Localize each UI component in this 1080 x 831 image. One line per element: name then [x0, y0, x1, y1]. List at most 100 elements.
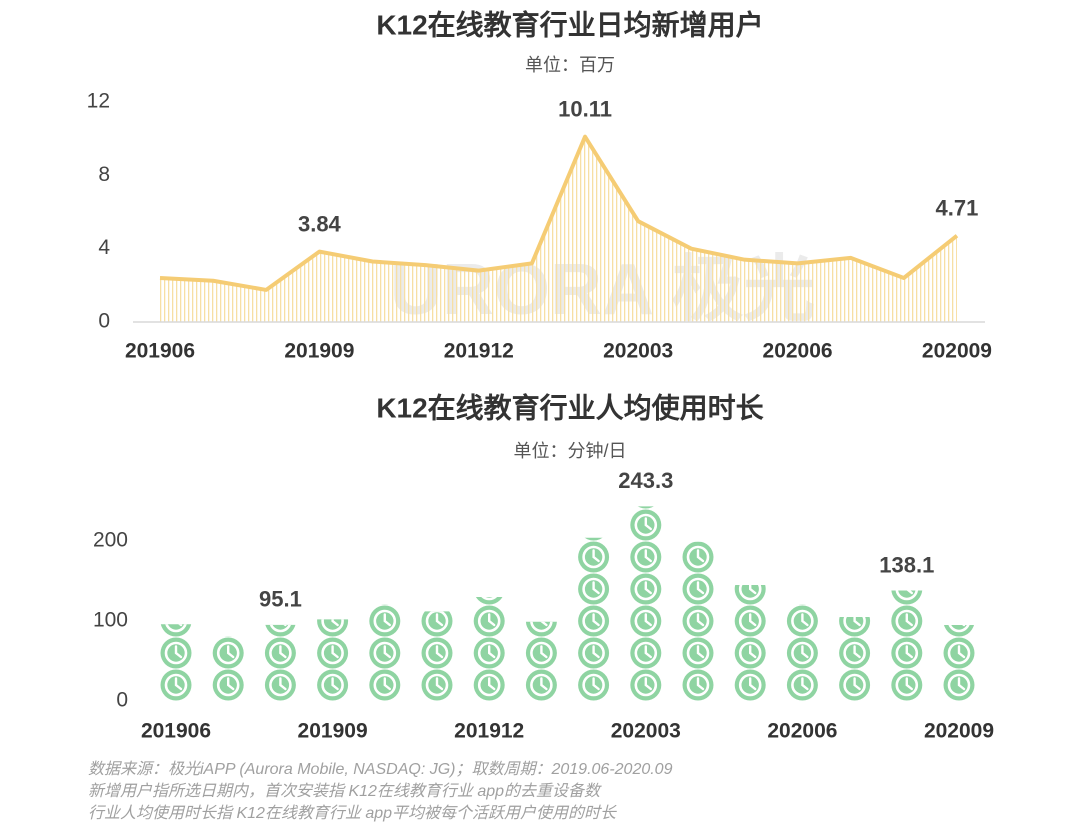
bar [421, 611, 453, 701]
clock-face [582, 641, 605, 665]
x-tick-label: 202003 [611, 720, 681, 743]
y-tick-label: 0 [116, 689, 128, 712]
clock-face [634, 673, 658, 697]
chart-subtitle: 单位：分钟/日 [513, 441, 626, 461]
data-label: 3.84 [298, 211, 342, 236]
x-tick-label: 201906 [141, 720, 211, 743]
clock-hands [592, 581, 600, 595]
clock-hands [801, 645, 809, 659]
clock-hands [592, 677, 600, 691]
clock-face [948, 625, 970, 633]
y-tick-label: 12 [87, 90, 110, 113]
data-label: 95.1 [259, 587, 302, 612]
clock-hands [488, 645, 496, 659]
clock-face [269, 673, 292, 697]
clock-hands [644, 581, 652, 595]
clock-hands [696, 645, 705, 659]
clock-hands [435, 677, 444, 691]
clock-hands [489, 583, 494, 594]
clock-face [164, 673, 188, 697]
clock-face [895, 673, 919, 697]
clock-face [582, 545, 605, 569]
clock-hands [905, 613, 913, 627]
clock-hands [644, 549, 652, 563]
clock-face [373, 673, 397, 697]
clock-face [530, 641, 553, 665]
clock-face [843, 641, 866, 665]
clock-face [843, 673, 866, 697]
clock-face [582, 673, 605, 697]
clock-face [164, 641, 188, 665]
clock-face [634, 641, 658, 665]
clock-face [530, 673, 553, 697]
y-tick-label: 0 [98, 310, 110, 333]
clock [584, 537, 603, 541]
x-tick-label: 202006 [763, 340, 833, 363]
clock-hands [383, 677, 391, 691]
clock-hands [905, 645, 913, 659]
clock-face [269, 624, 291, 633]
clock-hands [644, 517, 652, 531]
clock-hands [905, 677, 913, 691]
line [159, 134, 959, 292]
clock-hands [540, 677, 548, 691]
clock-face [477, 673, 501, 697]
x-tick-label: 202003 [603, 340, 673, 363]
clock-face [634, 609, 658, 633]
clock-hands [962, 625, 966, 627]
clock-face [791, 673, 814, 697]
bar [160, 624, 192, 701]
footnote: 行业人均使用时长指 K12在线教育行业 app平均被每个活跃用户使用的时长 [88, 804, 617, 822]
clock-hands [696, 677, 705, 691]
clock-face [373, 641, 397, 665]
clock-hands [696, 581, 705, 595]
x-tick-label: 202006 [767, 720, 837, 743]
clock-face [321, 641, 344, 665]
data-label: 138.1 [879, 552, 934, 577]
clock-hands [228, 615, 233, 626]
clock [839, 617, 871, 637]
y-tick-label: 8 [98, 163, 110, 186]
bar [317, 619, 349, 701]
clock-face [218, 611, 238, 631]
clock-face [584, 515, 604, 535]
clock-face [738, 641, 762, 665]
clock-hands [801, 613, 809, 627]
bar [525, 621, 557, 701]
clock-hands [488, 677, 496, 691]
clock-hands [749, 677, 757, 691]
area-fill [160, 136, 957, 322]
chart-subtitle: 单位：百万 [525, 55, 615, 75]
chart-title: K12在线教育行业人均使用时长 [376, 391, 763, 423]
clock-hands [644, 645, 652, 659]
clock-hands [749, 613, 757, 627]
clock-hands [279, 677, 287, 691]
clock-face [425, 673, 449, 697]
clock-hands [592, 645, 600, 659]
clock-face [477, 641, 501, 665]
clock-face [425, 611, 449, 633]
y-tick-label: 4 [98, 236, 110, 259]
clock-face [686, 577, 710, 601]
clock-hands [174, 677, 183, 691]
clock-face [321, 673, 344, 697]
clock [799, 604, 806, 605]
clock-face [481, 597, 498, 601]
clock-face [686, 673, 710, 697]
clock [475, 597, 503, 605]
clock-hands [435, 645, 444, 659]
x-tick-label: 201912 [454, 720, 524, 743]
clock-hands [957, 645, 966, 659]
footnote: 新增用户指所选日期内，首次安装指 K12在线教育行业 app的去重设备数 [88, 782, 602, 800]
clock-face [895, 609, 919, 633]
clock-hands [853, 677, 861, 691]
clock-hands [385, 583, 390, 594]
clock-face [269, 641, 292, 665]
clock-hands [540, 621, 548, 627]
clock-face [375, 579, 395, 599]
clock-hands [279, 645, 287, 659]
clock-hands [592, 549, 600, 563]
bar [212, 611, 244, 701]
clock-face [477, 609, 501, 633]
